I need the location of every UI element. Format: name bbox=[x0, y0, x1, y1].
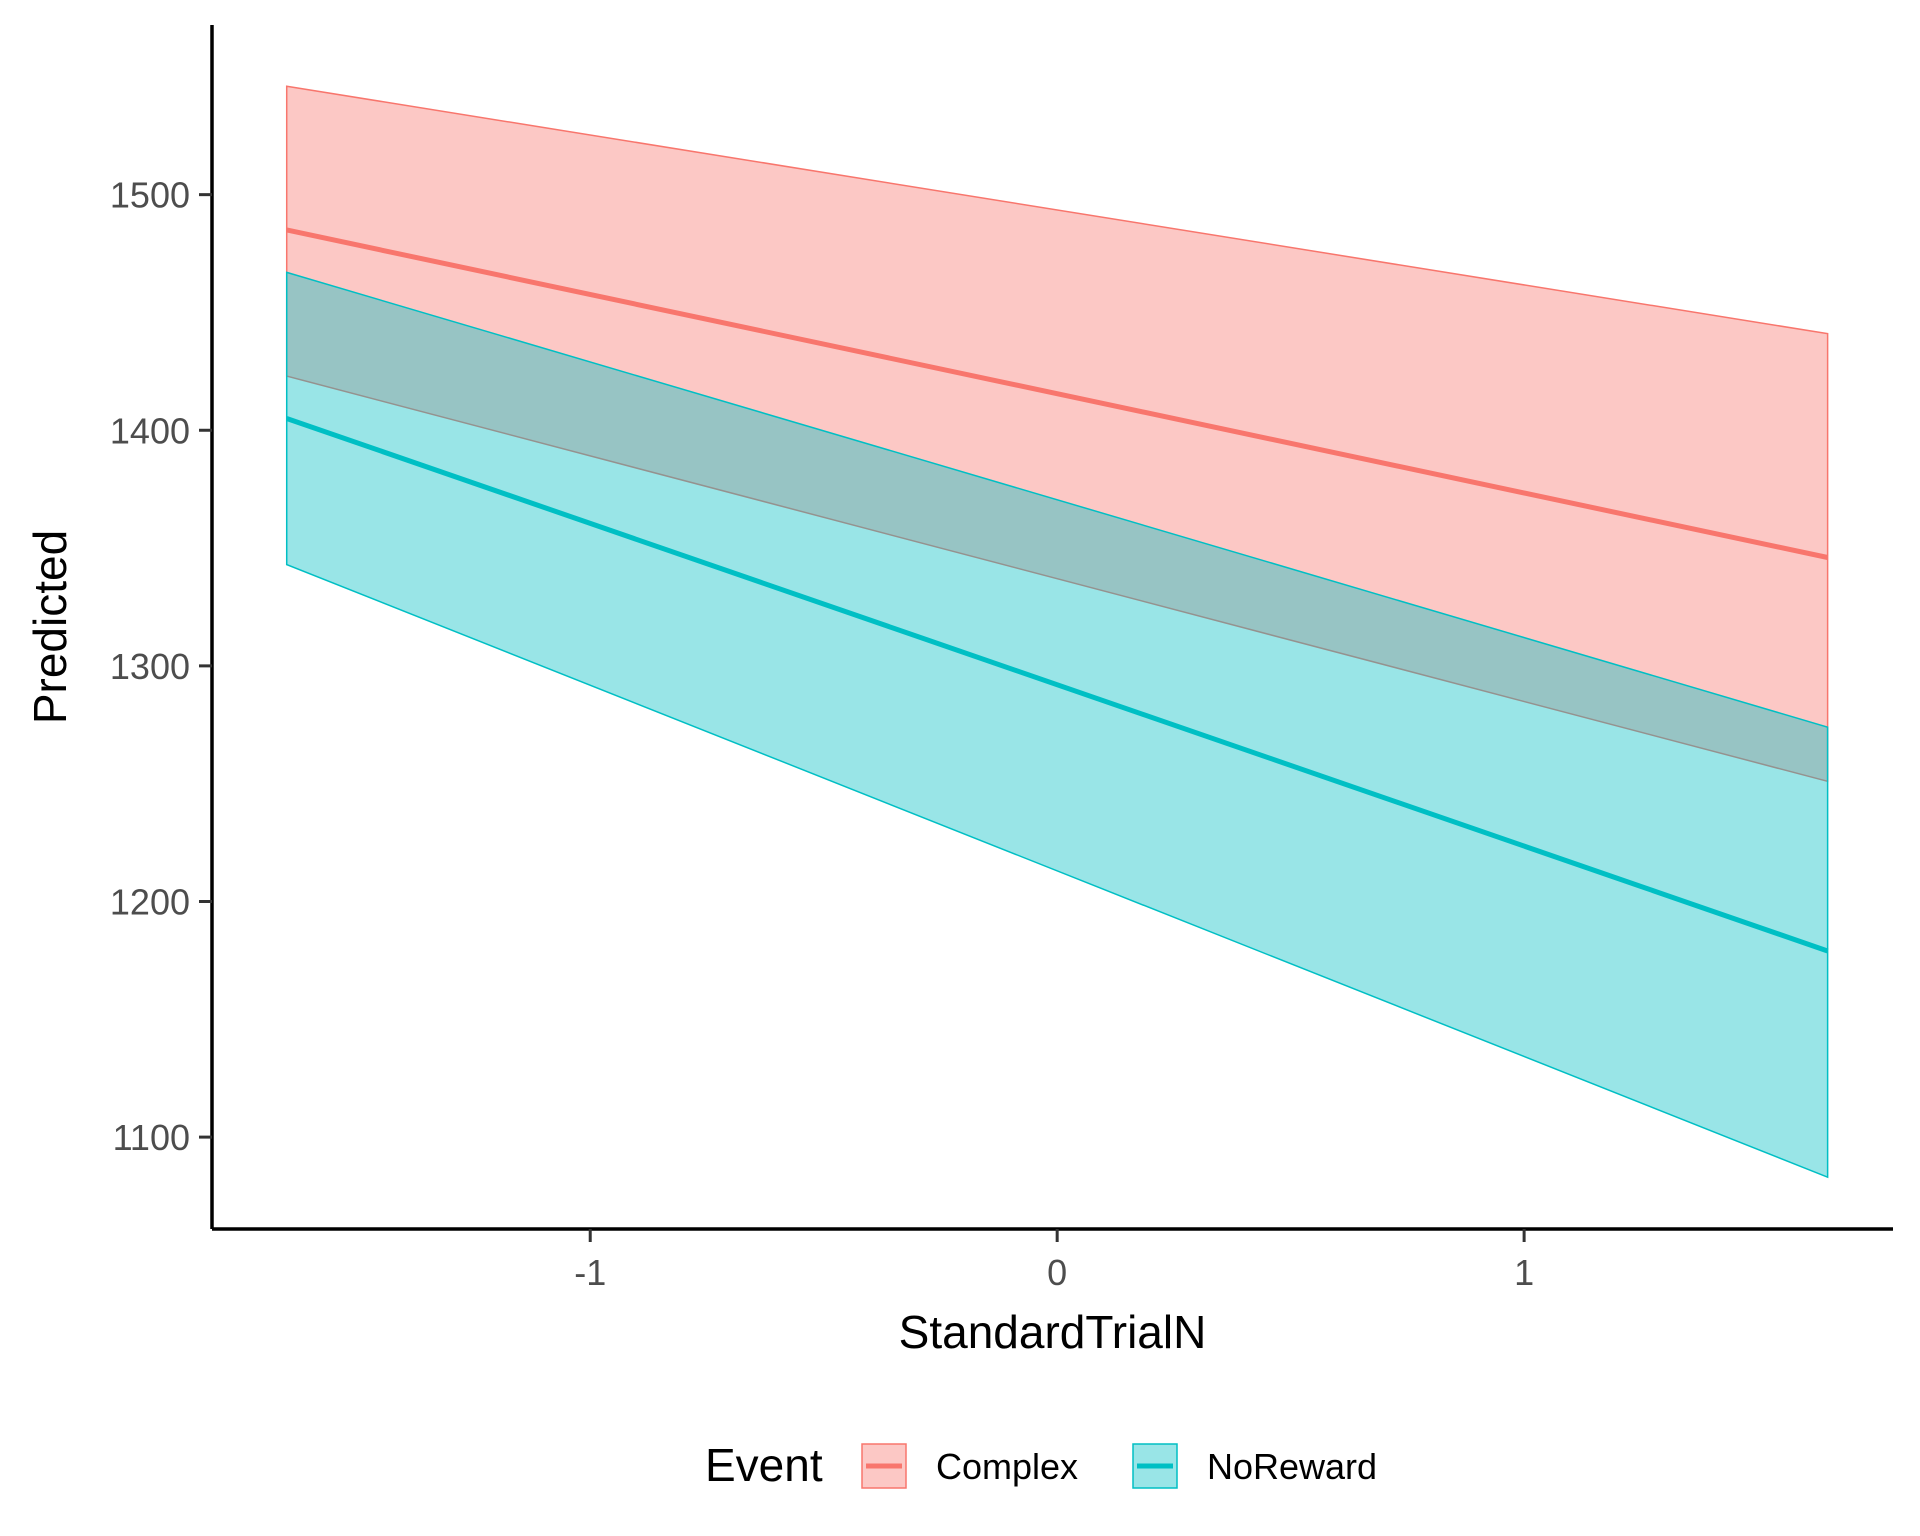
y-tick-label: 1400 bbox=[110, 410, 190, 451]
x-tick-label: 0 bbox=[1047, 1252, 1067, 1293]
legend-items: Complex NoReward bbox=[861, 1443, 1377, 1489]
legend-title: Event bbox=[705, 1439, 823, 1491]
y-tick-label: 1500 bbox=[110, 175, 190, 216]
x-tick-label: 1 bbox=[1514, 1252, 1534, 1293]
x-tick-label: -1 bbox=[574, 1252, 606, 1293]
axes: 1100 1200 1300 1400 1500 -1 0 1 bbox=[110, 25, 1893, 1293]
y-tick-label: 1100 bbox=[113, 1117, 190, 1158]
legend-label-noreward: NoReward bbox=[1207, 1446, 1377, 1487]
series-lines bbox=[285, 227, 1829, 954]
y-axis-ticks: 1100 1200 1300 1400 1500 bbox=[110, 175, 212, 1158]
legend: Event Complex NoReward bbox=[705, 1439, 1377, 1491]
legend-label-complex: Complex bbox=[936, 1446, 1078, 1487]
y-tick-label: 1300 bbox=[110, 646, 190, 687]
confidence-bands bbox=[285, 85, 1829, 1179]
y-axis-title: Predicted bbox=[24, 530, 76, 724]
y-tick-label: 1200 bbox=[110, 881, 190, 922]
series-line-complex bbox=[286, 227, 1829, 560]
x-axis-ticks: -1 0 1 bbox=[574, 1229, 1534, 1293]
ci-band-noreward bbox=[285, 271, 1829, 1179]
x-axis-title: StandardTrialN bbox=[899, 1306, 1207, 1358]
series-line-noreward bbox=[285, 416, 1829, 954]
